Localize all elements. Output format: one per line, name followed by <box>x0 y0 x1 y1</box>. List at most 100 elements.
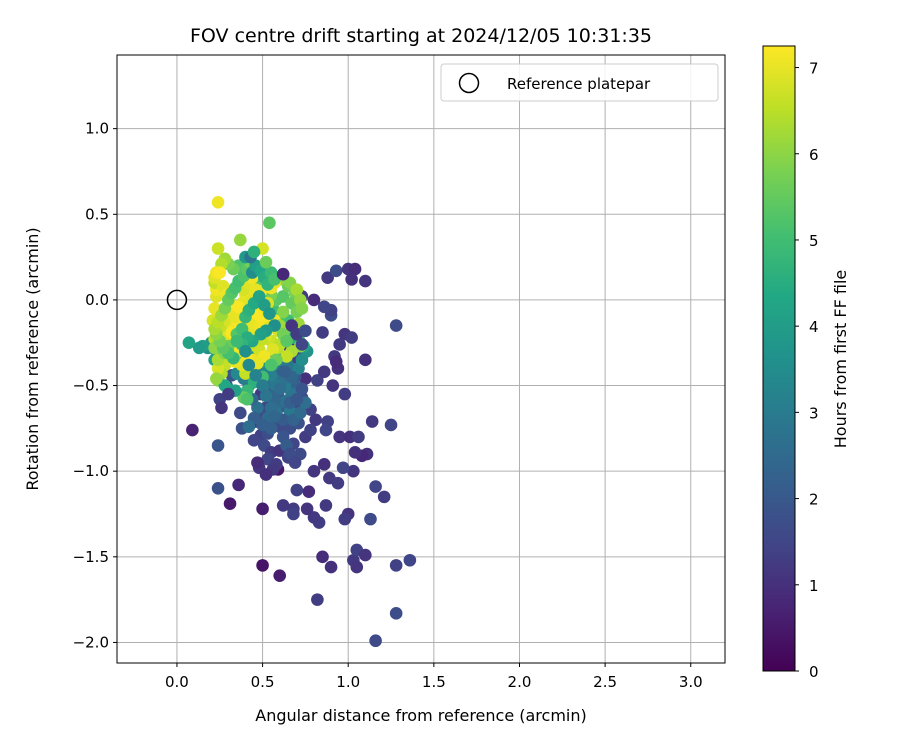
data-point <box>295 302 309 315</box>
data-point <box>403 553 417 567</box>
data-point <box>230 334 244 348</box>
y-tick-label: 0.0 <box>85 291 109 309</box>
data-point <box>389 607 403 620</box>
legend-label: Reference platepar <box>507 75 651 93</box>
reference-platepar-marker <box>166 289 188 311</box>
colorbar-tick-label: 7 <box>809 60 819 78</box>
data-point <box>348 446 362 459</box>
grid-lines <box>117 55 725 663</box>
data-point <box>345 331 358 344</box>
y-axis-label: Rotation from reference (arcmin) <box>23 227 42 490</box>
data-point <box>182 336 196 350</box>
data-point <box>389 559 403 572</box>
data-point <box>300 502 314 516</box>
data-point <box>319 423 333 437</box>
data-point <box>213 266 227 279</box>
data-point <box>242 358 256 372</box>
data-point <box>348 262 362 276</box>
data-point <box>240 392 254 406</box>
data-point <box>287 507 300 521</box>
x-tick-label: 2.5 <box>593 673 617 691</box>
data-point <box>273 382 287 396</box>
data-point <box>222 387 235 401</box>
data-point <box>223 497 237 511</box>
data-point <box>242 420 256 433</box>
data-point <box>377 490 391 504</box>
data-point <box>247 245 261 259</box>
data-points <box>182 195 417 648</box>
data-point <box>276 267 290 281</box>
data-point <box>266 343 280 356</box>
data-point <box>276 290 290 303</box>
data-point <box>316 326 329 339</box>
colorbar: 0 1 2 3 4 5 6 7 Hours from first FF file <box>762 45 850 681</box>
data-point <box>210 372 223 385</box>
data-point <box>311 593 324 606</box>
data-point <box>384 418 398 432</box>
data-point <box>369 634 382 648</box>
data-point <box>293 406 307 420</box>
data-point <box>311 374 324 387</box>
data-point <box>319 499 333 512</box>
legend-box <box>440 63 719 102</box>
data-point <box>329 355 343 368</box>
x-tick-label: 0.0 <box>165 673 189 691</box>
data-point <box>317 300 331 314</box>
data-point <box>228 310 242 324</box>
data-point <box>364 512 377 526</box>
colorbar-tick-label: 3 <box>809 404 819 422</box>
data-point <box>359 548 372 562</box>
data-point <box>317 365 331 379</box>
data-point <box>280 350 293 363</box>
data-point <box>211 439 225 452</box>
x-axis-label: Angular distance from reference (arcmin) <box>255 706 586 725</box>
data-point <box>299 324 312 338</box>
y-tick-label: 1.0 <box>85 120 109 138</box>
data-point <box>324 560 338 574</box>
data-point <box>239 344 252 358</box>
data-point <box>211 242 225 255</box>
x-tick-label: 2.0 <box>508 673 532 691</box>
data-point <box>333 338 346 351</box>
data-point <box>347 464 360 478</box>
data-point <box>247 434 261 447</box>
data-point <box>359 274 372 288</box>
colorbar-tick-label: 2 <box>809 491 819 509</box>
data-point <box>234 406 247 420</box>
data-point <box>263 307 276 320</box>
data-point <box>259 468 273 481</box>
data-point <box>234 233 247 247</box>
data-point <box>336 461 350 475</box>
data-point <box>338 387 352 401</box>
y-tick-label: −1.5 <box>73 548 109 566</box>
x-tick-label: 1.0 <box>336 673 360 691</box>
colorbar-ticks: 0 1 2 3 4 5 6 7 <box>795 60 819 681</box>
data-point <box>302 485 316 499</box>
data-point <box>309 413 322 427</box>
colorbar-tick-label: 1 <box>809 577 819 595</box>
y-tick-label: −0.5 <box>73 377 109 395</box>
data-point <box>350 560 364 574</box>
data-point <box>215 401 228 415</box>
data-point <box>329 264 343 278</box>
legend-marker <box>458 72 480 94</box>
data-point <box>232 478 245 492</box>
data-point <box>307 293 321 307</box>
data-point <box>256 379 269 392</box>
data-point <box>192 341 206 355</box>
data-point <box>307 464 321 478</box>
data-point <box>268 410 281 423</box>
data-point <box>259 255 273 269</box>
data-point <box>273 569 287 582</box>
data-point <box>338 512 352 526</box>
data-point <box>211 195 225 209</box>
legend: Reference platepar <box>440 63 719 102</box>
data-point <box>186 423 199 437</box>
colorbar-tick-label: 6 <box>809 146 819 164</box>
data-point <box>307 511 321 524</box>
colorbar-tick-label: 5 <box>809 232 819 250</box>
x-axis-ticks: 0.0 0.5 1.0 1.5 2.0 2.5 3.0 <box>165 663 703 691</box>
y-tick-label: −2.0 <box>73 633 109 651</box>
chart-title: FOV centre drift starting at 2024/12/05 … <box>190 25 652 47</box>
